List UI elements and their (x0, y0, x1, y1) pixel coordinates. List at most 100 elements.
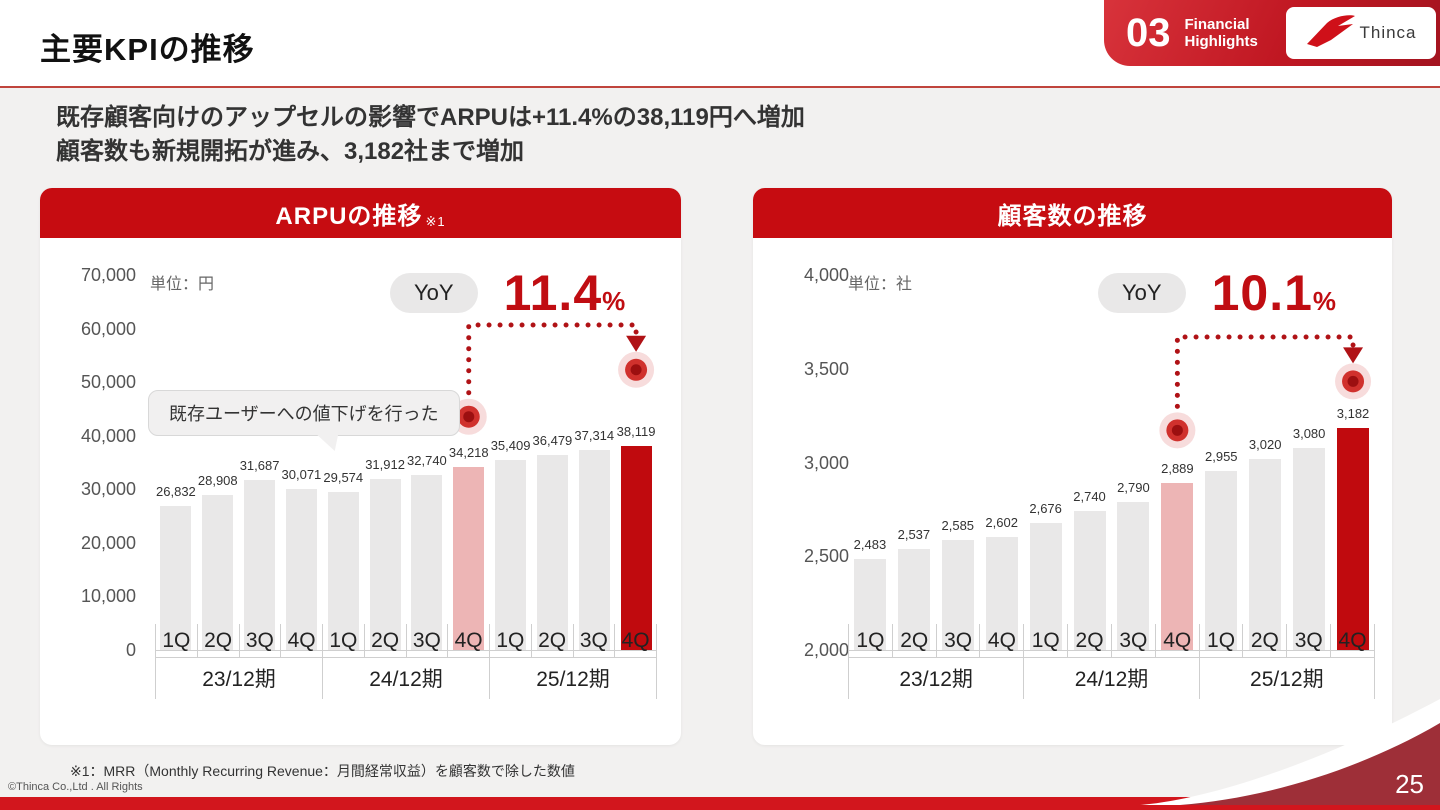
quarter-label: 1Q (1024, 624, 1069, 657)
yoy-badge: YoY (390, 273, 478, 313)
y-axis-ticks: 70,000 60,000 50,000 40,000 30,000 20,000 10,0… (50, 265, 136, 660)
slide-message-line1: 既存顧客向けのアップセルの影響でARPUは+11.4%の38,119円へ増加 (56, 104, 805, 131)
bar-value-label: 34,218 (448, 444, 489, 460)
bar-3Q-2 (941, 540, 974, 650)
bar-2Q-1 (202, 495, 234, 650)
quarter-label: 2Q (198, 624, 240, 657)
yoy-value: 10.1% (1211, 265, 1338, 321)
bottom-red-strip (0, 797, 1440, 810)
bar-2Q-5 (1073, 511, 1106, 650)
quarter-row: 1Q 2Q 3Q 4Q 1Q 2Q 3Q 4Q 1Q 2Q 3Q 4Q (848, 624, 1375, 658)
y-tick-label: 0 (125, 640, 136, 660)
fiscal-year-label: 24/12期 (1024, 658, 1200, 699)
yoy-row: YoY 11.4% (390, 268, 626, 318)
quarter-label: 3Q (574, 624, 616, 657)
bar-value-label: 2,537 (897, 527, 931, 543)
fiscal-year-label: 23/12期 (156, 658, 323, 699)
customers-chart-title: 顧客数の推移 (753, 188, 1392, 238)
y-axis-ticks: 4,000 3,500 3,000 2,500 2,000 (763, 265, 849, 660)
fiscal-year-label: 24/12期 (323, 658, 490, 699)
year-row: 23/12期 24/12期 25/12期 (848, 658, 1375, 699)
bar-1Q-8 (495, 460, 527, 650)
quarter-label: 2Q (365, 624, 407, 657)
price-cut-callout: 既存ユーザーへの値下げを行った (148, 390, 460, 451)
quarter-label: 1Q (323, 624, 365, 657)
bar-value-label: 30,071 (281, 466, 322, 482)
bar-value-label: 32,740 (407, 452, 447, 468)
fiscal-year-label: 23/12期 (849, 658, 1025, 699)
y-tick-label: 20,000 (80, 532, 136, 553)
quarter-label: 4Q (448, 624, 490, 657)
y-tick-label: 10,000 (80, 586, 136, 607)
quarter-label: 3Q (407, 624, 449, 657)
section-badge: 03 Financial Highlights Thinca (1104, 0, 1440, 66)
x-axis: 1Q 2Q 3Q 4Q 1Q 2Q 3Q 4Q 1Q 2Q 3Q 4Q 23/12期 24/12期 25/… (848, 624, 1375, 699)
fiscal-year-label: 25/12期 (1200, 658, 1375, 699)
bar-value-label: 2,585 (941, 518, 975, 534)
yoy-unit: % (1312, 286, 1338, 316)
yoy-badge: YoY (1098, 273, 1186, 313)
bar-value-label: 2,676 (1029, 501, 1062, 517)
bar-3Q-10 (578, 450, 610, 650)
yoy-row: YoY 10.1% (1098, 268, 1337, 318)
bar-4Q-3 (285, 488, 317, 650)
y-tick-label: 40,000 (80, 425, 136, 446)
page-title: 主要KPIの推移 (40, 32, 255, 67)
footnote-marker: ※1 (425, 214, 446, 229)
footnote: ※1：MRR（Monthly Recurring Revenue：月間経常収益）… (70, 763, 575, 779)
corner-swoosh-decoration (1140, 685, 1440, 810)
bar-3Q-2 (244, 480, 276, 650)
unit-label: 単位：社 (848, 276, 913, 293)
bar-4Q-11 (620, 445, 652, 650)
quarter-label: 1Q (490, 624, 532, 657)
bar-value-label: 3,080 (1292, 425, 1326, 441)
section-number: 03 (1126, 11, 1171, 55)
bar-1Q-8 (1205, 470, 1238, 650)
y-tick-label: 3,500 (803, 358, 849, 379)
bar-3Q-6 (411, 474, 443, 650)
y-tick-label: 70,000 (80, 265, 136, 285)
quarter-label: 3Q (1287, 624, 1332, 657)
customers-chart-body: 単位：社 YoY 10.1% 4,000 3,500 3,000 2,500 2,000… (753, 238, 1392, 745)
bar-1Q-4 (327, 491, 359, 650)
quarter-label: 2Q (1243, 624, 1288, 657)
bar-value-label: 35,409 (490, 438, 531, 454)
page-number: 25 (1395, 769, 1424, 799)
bar-2Q-1 (897, 549, 930, 650)
quarter-label: 2Q (1068, 624, 1112, 657)
bar-4Q-7 (1161, 483, 1194, 650)
slide-header: 主要KPIの推移 03 Financial Highlights Thinca (0, 0, 1440, 88)
bar-value-label: 3,182 (1336, 406, 1370, 422)
bar-value-label: 2,483 (853, 537, 887, 553)
bar-1Q-0 (853, 559, 886, 650)
quarter-label: 1Q (1200, 624, 1244, 657)
bar-value-label: 38,119 (616, 423, 656, 439)
bar-value-label: 2,955 (1205, 448, 1238, 464)
y-tick-label: 2,500 (803, 546, 849, 567)
bar-plot-area: 26,832 28,908 31,687 30,071 29,574 31,912 32,7… (155, 275, 657, 651)
bar-value-label: 3,020 (1248, 436, 1282, 452)
customers-chart-card: 顧客数の推移 単位：社 YoY 10.1% 4,000 3,500 3,000 2,5… (753, 188, 1392, 745)
section-label: Financial Highlights (1184, 15, 1258, 50)
y-tick-label: 2,000 (803, 640, 849, 660)
slide-message: 既存顧客向けのアップセルの影響でARPUは+11.4%の38,119円へ増加 顧… (56, 101, 805, 168)
arpu-chart-title: ARPUの推移 ※1 (40, 188, 681, 238)
bar-value-label: 37,314 (574, 428, 615, 444)
bar-value-label: 26,832 (156, 484, 196, 500)
quarter-label: 4Q (1156, 624, 1200, 657)
bar-value-label: 2,889 (1161, 461, 1194, 477)
bar-value-label: 29,574 (323, 469, 364, 485)
yoy-connector (450, 322, 655, 435)
bar-2Q-5 (369, 479, 401, 650)
quarter-label: 3Q (1112, 624, 1156, 657)
unit-label: 単位：円 (150, 276, 215, 293)
y-tick-label: 50,000 (80, 372, 136, 393)
bar-value-label: 28,908 (197, 473, 238, 489)
quarter-label: 4Q (281, 624, 323, 657)
quarter-label: 3Q (240, 624, 282, 657)
bar-value-label: 2,790 (1117, 479, 1150, 495)
arpu-chart-card: ARPUの推移 ※1 単位：円 YoY 11.4% 70,000 60,000 50,… (40, 188, 681, 745)
yoy-unit: % (602, 286, 627, 316)
quarter-label: 4Q (615, 624, 657, 657)
fiscal-year-label: 25/12期 (490, 658, 657, 699)
